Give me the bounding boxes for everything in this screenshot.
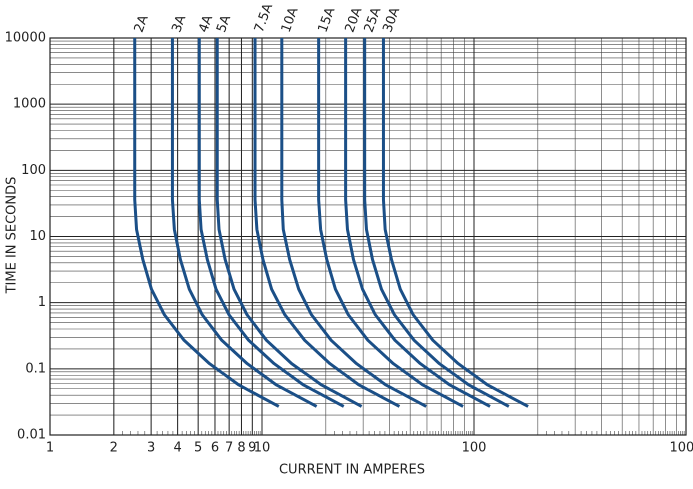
- fuse-curve: [317, 38, 464, 408]
- x-tick-label: 7: [225, 441, 233, 456]
- series-label: 3A: [169, 13, 189, 34]
- series-label: 4A: [196, 13, 216, 34]
- series-label: 10A: [279, 5, 302, 34]
- fuse-curve: [280, 38, 427, 408]
- fuse-curve: [381, 38, 529, 408]
- x-tick-label: 10: [254, 441, 271, 456]
- series-label: 2A: [132, 13, 152, 34]
- fuse-curve: [215, 38, 363, 408]
- plot-frame: [49, 37, 687, 436]
- y-axis-label: TIME IN SECONDS: [5, 177, 20, 295]
- x-tick-label: 4: [173, 441, 181, 456]
- series-label: 15A: [316, 5, 339, 34]
- x-tick-label: 1: [46, 441, 54, 456]
- y-tick-label: 1: [38, 295, 46, 310]
- fuse-curve: [197, 38, 345, 408]
- x-axis-label: CURRENT IN AMPERES: [279, 463, 425, 478]
- fuse-curve: [344, 38, 491, 408]
- series-label: 30A: [380, 5, 403, 34]
- x-tick-label: 5: [194, 441, 202, 456]
- series-label: 7.5A: [252, 2, 276, 35]
- x-tick-label: 2: [110, 441, 118, 456]
- y-tick-label: 10000: [5, 31, 46, 46]
- x-tick-label: 3: [147, 441, 155, 456]
- y-tick-label: 0.01: [17, 428, 46, 443]
- y-tick-label: 10: [29, 229, 46, 244]
- fuse-curve: [253, 38, 401, 408]
- x-tick-label: 100: [462, 441, 487, 456]
- x-tick-label: 8: [237, 441, 245, 456]
- x-tick-label: 9: [248, 441, 256, 456]
- y-tick-label: 1000: [13, 97, 46, 112]
- x-tick-label: 6: [211, 441, 219, 456]
- fuse-curve: [170, 38, 318, 408]
- fuse-curve: [133, 38, 280, 408]
- y-tick-label: 0.1: [25, 361, 46, 376]
- fuse-curve: [363, 38, 510, 408]
- series-label: 5A: [214, 13, 234, 34]
- x-tick-label: 1000: [669, 441, 693, 456]
- y-tick-label: 100: [21, 163, 46, 178]
